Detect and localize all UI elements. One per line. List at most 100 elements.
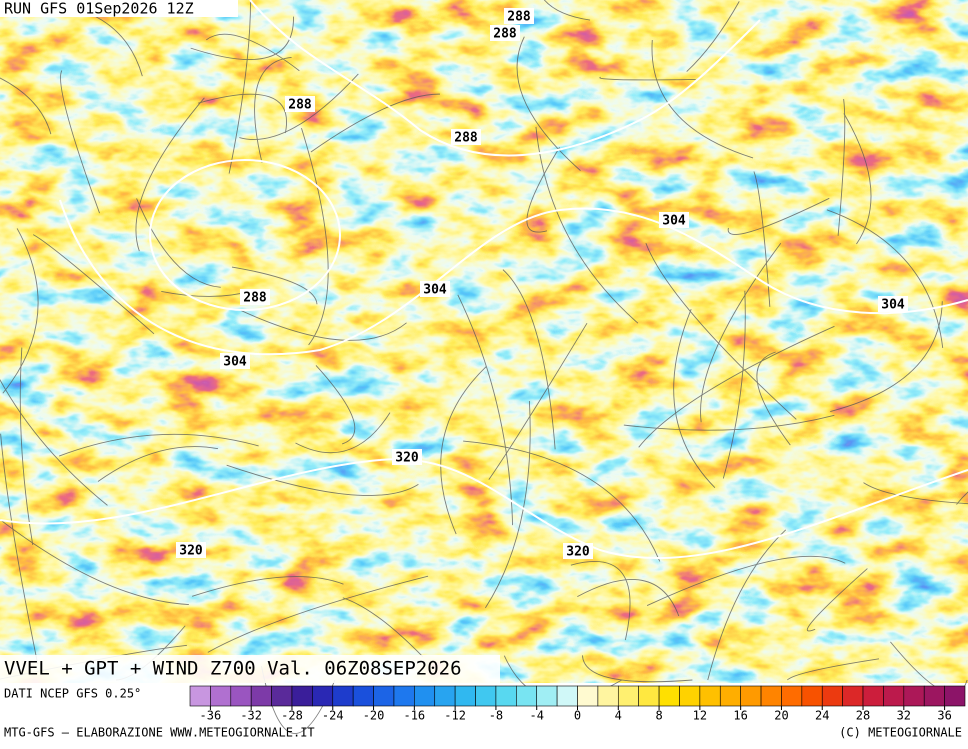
colorbar-tick-label: 36 (937, 709, 951, 723)
colorbar-swatch (719, 685, 741, 707)
colorbar-swatch (801, 685, 823, 707)
colorbar-swatch (638, 685, 660, 707)
colorbar-tick-label: 20 (774, 709, 788, 723)
colorbar-swatch (679, 685, 701, 707)
contour-labels: 288 288 288 288 288 304 304 304 304 320 320 320 (176, 8, 908, 560)
colorbar-swatch (699, 685, 721, 707)
colorbar-swatch (760, 685, 782, 707)
streamline (646, 555, 846, 606)
streamline (60, 70, 100, 214)
contour-label-bg (451, 129, 481, 145)
streamline (226, 464, 419, 496)
contour-label: 288 (493, 27, 517, 42)
streamline (198, 93, 287, 134)
streamline (485, 400, 531, 609)
streamline (806, 568, 868, 632)
contour-label-bg (878, 296, 908, 312)
contour-label-bg (504, 8, 534, 24)
streamline (756, 351, 791, 446)
contour-label-bg (220, 353, 250, 369)
colorbar-swatch (332, 685, 354, 707)
colorbar-tick-label: -28 (281, 709, 303, 723)
colorbar-swatch (923, 685, 945, 707)
colorbar-tick-label: 12 (693, 709, 707, 723)
colorbar-swatch (597, 685, 619, 707)
streamline (207, 575, 429, 653)
colorbar-tick-label: -8 (489, 709, 503, 723)
streamline (516, 36, 581, 171)
colorbar-swatch (495, 685, 517, 707)
streamline (310, 93, 440, 153)
streamline (686, 1, 740, 72)
colorbar-swatch (883, 685, 905, 707)
streamline (136, 198, 221, 288)
colorbar-swatch (617, 685, 639, 707)
streamline (0, 378, 108, 506)
streamline (295, 412, 391, 454)
colorbar-tick-label: -20 (363, 709, 385, 723)
streamline (239, 73, 359, 140)
title-box (0, 655, 500, 683)
streamline (577, 579, 680, 617)
colorbar-swatch (373, 685, 395, 707)
streamline (753, 171, 771, 307)
colorbar-tick-label: 24 (815, 709, 829, 723)
colorbar-swatch (352, 685, 374, 707)
map-title: VVEL + GPT + WIND Z700 Val. 06Z08SEP2026 (4, 658, 462, 680)
contour-label-bg (176, 542, 206, 558)
streamline (651, 39, 754, 159)
data-source: DATI NCEP GFS 0.25° (4, 687, 141, 701)
colorbar-tick-label: 16 (733, 709, 747, 723)
streamline (2, 228, 39, 394)
streamline (645, 243, 797, 420)
contour-label: 304 (223, 355, 247, 370)
colorbar-swatch (250, 685, 272, 707)
contour-label-bg (490, 25, 520, 41)
streamline (863, 482, 968, 505)
colorbar-tick-label: -36 (200, 709, 222, 723)
contour-label-bg (659, 212, 689, 228)
streamline (463, 440, 661, 562)
streamline (32, 234, 155, 335)
streamline (0, 433, 39, 665)
colorbar-swatch (862, 685, 884, 707)
streamline (786, 658, 880, 681)
colorbar-swatch (434, 685, 456, 707)
contour-label: 288 (243, 291, 267, 306)
colorbar-swatch (210, 685, 232, 707)
contour (0, 458, 968, 559)
contour (59, 199, 968, 356)
streamline (956, 491, 968, 505)
colorbar-tick-label: -16 (403, 709, 425, 723)
colorbar-swatch (393, 685, 415, 707)
streamline (837, 99, 846, 236)
colorbar: -36 -32 -28 -24 -20 -16 -12 -8 -4 0 4 8 12 16 20 24 28 32… (189, 685, 966, 723)
contour-label: 304 (662, 214, 686, 229)
gpt-contours (0, 0, 968, 558)
contour (249, 0, 761, 157)
streamline (599, 76, 696, 81)
colorbar-swatch (230, 685, 252, 707)
streamline (342, 597, 423, 657)
colorbar-swatch (516, 685, 538, 707)
colorbar-swatch (189, 685, 211, 707)
contour-label-bg (563, 543, 593, 559)
streamline (722, 290, 746, 479)
colorbar-swatch (944, 685, 966, 707)
contour-label: 304 (881, 298, 905, 313)
colorbar-swatch (536, 685, 558, 707)
streamline (582, 655, 693, 683)
contour (149, 159, 341, 311)
streamline (231, 266, 318, 305)
colorbar-swatch (821, 685, 843, 707)
contour-label-bg (420, 281, 450, 297)
streamline (254, 56, 292, 163)
colorbar-tick-label: -24 (322, 709, 344, 723)
credit-left: MTG-GFS – ELABORAZIONE WWW.METEOGIORNALE… (4, 726, 315, 740)
colorbar-swatch (781, 685, 803, 707)
streamline (192, 576, 344, 597)
streamline (0, 77, 52, 135)
streamline (440, 366, 487, 535)
colorbar-swatch (740, 685, 762, 707)
